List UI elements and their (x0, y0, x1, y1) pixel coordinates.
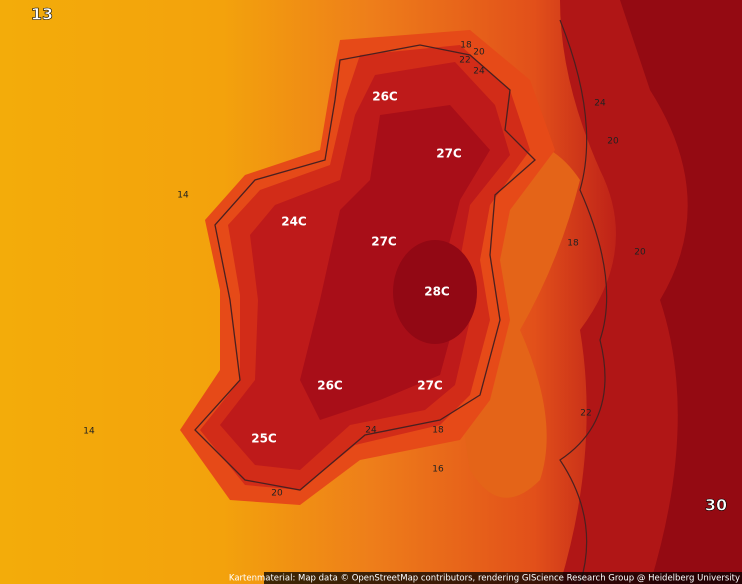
contour-label: 20 (271, 489, 283, 499)
contour-label: 24 (365, 426, 377, 436)
temperature-label: 27C (417, 379, 443, 393)
heat-core (393, 240, 477, 344)
corner-label: 30 (705, 496, 727, 515)
contour-label: 20 (607, 137, 619, 147)
corner-label: 13 (31, 5, 53, 24)
temperature-label: 28C (424, 285, 450, 299)
contour-label: 14 (177, 191, 189, 201)
contour-label: 24 (594, 99, 606, 109)
contour-label: 14 (83, 427, 95, 437)
contour-label: 22 (580, 409, 591, 419)
temperature-label: 26C (372, 90, 398, 104)
temperature-label: 27C (371, 235, 397, 249)
temperature-label: 26C (317, 379, 343, 393)
coastline (194, 44, 536, 491)
contour-label: 18 (460, 41, 472, 51)
contour-label: 20 (634, 248, 646, 258)
contour-label: 18 (567, 239, 579, 249)
attribution-bar (264, 572, 742, 584)
contour-label: 16 (432, 465, 444, 475)
warm-core (620, 0, 742, 584)
attribution: Kartenmaterial: Map data © OpenStreetMap… (229, 574, 740, 584)
temperature-label: 25C (251, 432, 277, 446)
temperature-label: 27C (436, 147, 462, 161)
coastline-east (559, 19, 608, 584)
contour-label: 22 (459, 56, 470, 66)
contour-label: 20 (473, 48, 485, 58)
contour-label: 24 (473, 67, 485, 77)
contour-label: 18 (432, 426, 444, 436)
temperature-label: 24C (281, 215, 307, 229)
